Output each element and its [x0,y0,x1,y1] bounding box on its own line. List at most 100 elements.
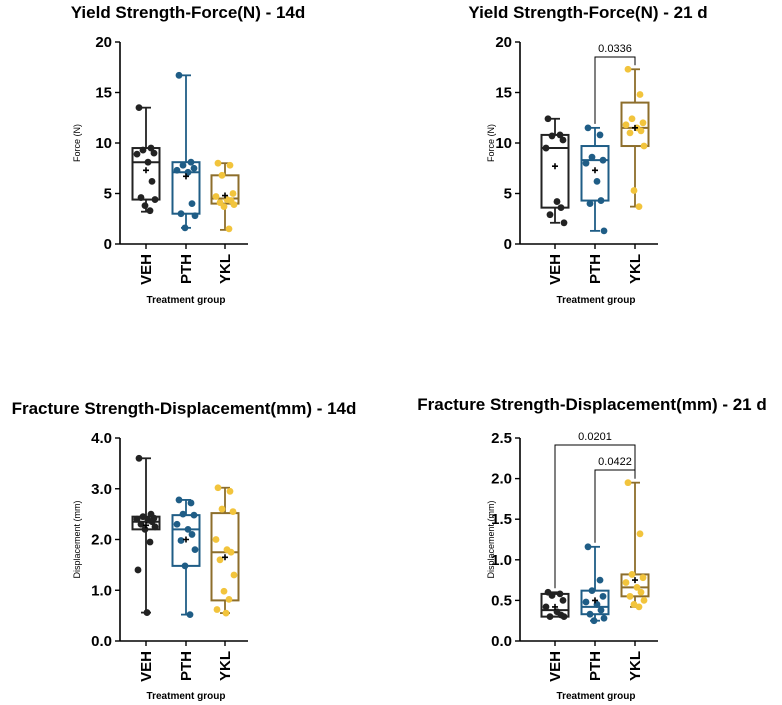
chart-panel-1: Yield Strength-Force(N) - 14d 0 5 10 15 20 For… [71,3,306,306]
y-tick-label: 0 [504,236,512,253]
data-point [212,193,220,200]
x-tick-label: PTH [178,254,195,284]
chart-panel-3: Fracture Strength-Displacement(mm) - 14d… [12,399,357,702]
data-point [582,159,590,167]
data-point [596,576,604,584]
y-tick-label: 3.0 [91,481,112,498]
data-point [175,71,183,79]
data-point [188,531,196,538]
data-point [146,207,154,215]
y-tick-label: 0.5 [491,592,512,609]
data-point [229,508,237,515]
chart-panel-2: Yield Strength-Force(N) - 21 d 0 5 10 15 20 Fo… [468,3,707,306]
data-point [588,153,596,161]
box-ykl [620,101,650,148]
data-point [637,127,645,135]
significance-bracket [554,444,636,589]
x-axis-label: Treatment group [147,691,226,702]
data-point [173,520,181,528]
data-point [586,200,594,208]
data-point [636,91,644,98]
x-tick-label: YKL [627,254,644,284]
data-point [187,499,195,507]
data-point [230,201,238,209]
data-point [628,571,636,578]
data-point [173,166,181,174]
data-point [141,202,149,210]
data-point [150,149,158,157]
data-point [139,146,147,154]
data-point [597,197,605,204]
x-axis-label: Treatment group [557,691,636,702]
data-point [135,454,143,462]
data-point [624,479,632,487]
y-tick-label: 2.0 [491,471,512,488]
data-point [218,505,226,513]
data-point [542,144,550,152]
p-value-label: 0.0422 [598,456,632,468]
y-axis-label: Force (N) [486,124,496,162]
data-point [597,606,605,614]
chart-panel-4: Fracture Strength-Displacement(mm) - 21 … [417,395,767,702]
chart-title: Fracture Strength-Displacement(mm) - 21 … [417,395,767,414]
data-point [546,613,554,621]
chart-title: Yield Strength-Force(N) - 14d [71,3,306,22]
data-point [593,177,601,185]
data-point [133,150,141,158]
data-point [186,611,194,619]
x-tick-label: PTH [587,254,604,284]
data-point [225,595,233,603]
data-point [226,161,234,169]
data-point [181,562,189,570]
x-tick-label: YKL [217,651,234,681]
data-point [560,219,568,227]
mean-marker [222,554,228,561]
data-point [133,515,141,523]
significance-bracket [594,56,636,124]
data-point [640,597,648,604]
data-point [225,225,233,233]
data-point [139,513,147,521]
y-axis-label: Force (N) [72,124,82,162]
mean-marker [222,192,228,199]
box-veh [131,147,161,201]
data-point [146,538,154,546]
mean-marker [183,173,189,180]
data-point [596,131,604,139]
data-point [637,588,645,596]
data-point [586,610,594,618]
x-axis-label: Treatment group [147,295,226,306]
data-point [635,603,643,611]
box-ykl [210,512,240,602]
x-axis-label: Treatment group [557,295,636,306]
x-tick-label: VEH [547,651,564,682]
data-point [599,592,607,600]
x-tick-label: YKL [217,254,234,284]
data-point [141,525,149,533]
y-tick-label: 15 [495,85,512,102]
data-point [151,523,159,531]
y-tick-label: 15 [95,85,112,102]
data-point [624,65,632,73]
data-point [151,196,159,203]
significance-bracket [594,469,636,543]
data-point [639,574,647,582]
y-axis-label: Displacement (mm) [72,500,82,578]
data-point [184,525,192,533]
data-point [544,115,552,123]
data-point [590,617,598,625]
data-point [135,104,143,112]
data-point [640,142,648,150]
data-point [147,144,155,152]
data-point [229,190,237,197]
box-veh [540,592,570,618]
x-tick-label: VEH [547,254,564,285]
data-point [179,161,187,169]
y-tick-label: 5 [104,186,112,203]
y-tick-label: 5 [504,186,512,203]
data-point [227,548,235,556]
p-value-label: 0.0201 [578,431,612,443]
data-point [191,546,199,554]
data-point [626,592,634,600]
